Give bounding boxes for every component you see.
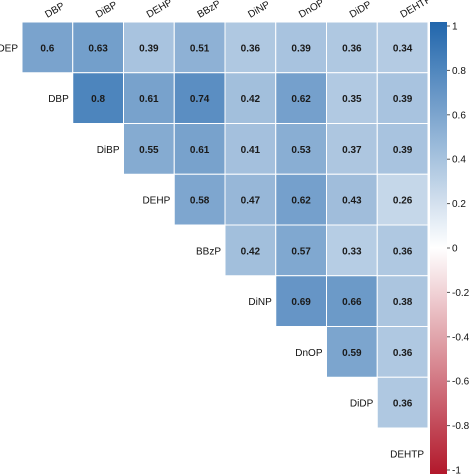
cell-value-label: 0.58: [190, 196, 210, 207]
cell-value-label: 0.36: [342, 43, 362, 54]
row-label-bbzp: BBzP: [196, 246, 221, 257]
cell-value-label: 0.62: [291, 94, 311, 105]
heatmap-cell: [376, 123, 429, 175]
colorbar-tick-label: -1: [452, 466, 461, 474]
row-label-dehp: DEHP: [142, 196, 170, 207]
cell-value-label: 0.36: [393, 348, 413, 359]
row-label-dibp: DiBP: [97, 145, 120, 156]
colorbar-tick-label: 0.6: [452, 110, 466, 121]
heatmap-cell: [326, 224, 378, 277]
heatmap-cell: [275, 275, 327, 327]
heatmap-cell: [224, 123, 277, 175]
row-label-dehtp: DEHTP: [390, 449, 424, 460]
heatmap-cell: [224, 72, 277, 124]
cell-value-label: 0.62: [291, 196, 311, 207]
heatmap-cell: [123, 72, 175, 124]
cell-value-label: 0.41: [241, 145, 261, 156]
cell-value-label: 0.61: [139, 94, 159, 105]
heatmap-cell: [123, 21, 175, 74]
cell-value-label: 0.55: [139, 145, 159, 156]
cell-value-label: 0.36: [393, 399, 413, 410]
heatmap-cell: [173, 123, 226, 175]
row-label-didp: DiDP: [350, 399, 374, 410]
cell-value-label: 0.8: [91, 94, 105, 105]
heatmap-cell: [21, 21, 74, 74]
column-label-dehp: DEHP: [145, 0, 175, 21]
cell-value-label: 0.66: [342, 297, 362, 308]
heatmap-cell: [376, 173, 429, 226]
cell-value-label: 0.26: [393, 196, 413, 207]
cell-value-label: 0.39: [393, 145, 413, 156]
row-label-dnop: DnOP: [295, 348, 323, 359]
heatmap-cell: [376, 21, 429, 74]
cell-value-label: 0.33: [342, 246, 362, 257]
heatmap-cell: [224, 173, 277, 226]
heatmap-cell: [173, 173, 226, 226]
cell-value-label: 0.59: [342, 348, 362, 359]
row-label-dep: DEP: [0, 43, 18, 54]
heatmap-cell: [224, 224, 277, 277]
colorbar-tick-label: 0.2: [452, 199, 466, 210]
cell-value-label: 0.63: [88, 43, 108, 54]
column-label-dibp: DiBP: [94, 0, 120, 21]
cell-value-label: 0.53: [291, 145, 311, 156]
cell-value-label: 0.39: [393, 94, 413, 105]
cell-value-label: 0.38: [393, 297, 413, 308]
cell-value-label: 0.57: [291, 246, 311, 257]
column-label-didp: DiDP: [348, 0, 374, 21]
colorbar: [430, 22, 447, 474]
column-label-dehtp: DEHTP: [399, 0, 434, 21]
heatmap-cell: [376, 224, 429, 277]
row-label-dbp: DBP: [48, 94, 69, 105]
colorbar-tick-label: 0.8: [452, 66, 466, 77]
column-label-bbzp: BBzP: [196, 0, 223, 21]
cell-value-label: 0.39: [291, 43, 311, 54]
heatmap-cell: [376, 275, 429, 327]
cell-value-label: 0.51: [190, 43, 210, 54]
colorbar-tick-label: 0: [452, 244, 458, 255]
cell-value-label: 0.43: [342, 196, 362, 207]
heatmap-cell: [275, 21, 327, 74]
colorbar-tick-label: -0.4: [452, 332, 470, 343]
cell-value-label: 0.74: [190, 94, 210, 105]
heatmap-cell: [326, 72, 378, 124]
cell-value-label: 0.61: [190, 145, 210, 156]
heatmap-cell: [275, 224, 327, 277]
cell-value-label: 0.42: [241, 246, 261, 257]
cell-value-label: 0.6: [40, 43, 54, 54]
cell-value-label: 0.35: [342, 94, 362, 105]
heatmap-cell: [72, 21, 124, 74]
cell-value-label: 0.36: [241, 43, 261, 54]
cell-value-label: 0.47: [241, 196, 261, 207]
cell-value-label: 0.37: [342, 145, 362, 156]
cell-value-label: 0.34: [393, 43, 413, 54]
row-label-dinp: DiNP: [248, 297, 272, 308]
heatmap-cell: [72, 72, 124, 124]
column-label-dnop: DnOP: [297, 0, 326, 21]
cell-value-label: 0.69: [291, 297, 311, 308]
heatmap-cell: [123, 123, 175, 175]
colorbar-tick-label: -0.6: [452, 377, 470, 388]
cell-value-label: 0.36: [393, 246, 413, 257]
colorbar-tick-label: -0.2: [452, 288, 470, 299]
heatmap-cell: [326, 326, 378, 378]
colorbar-tick-label: 1: [452, 22, 458, 33]
heatmap-cell: [376, 376, 429, 429]
heatmap-cell: [275, 123, 327, 175]
cell-value-label: 0.42: [241, 94, 261, 105]
cell-value-label: 0.39: [139, 43, 159, 54]
column-label-dinp: DiNP: [246, 0, 272, 21]
colorbar-tick-label: 0.4: [452, 155, 466, 166]
heatmap-cell: [326, 123, 378, 175]
column-label-dbp: DBP: [43, 1, 67, 21]
colorbar-tick-label: -0.8: [452, 421, 470, 432]
